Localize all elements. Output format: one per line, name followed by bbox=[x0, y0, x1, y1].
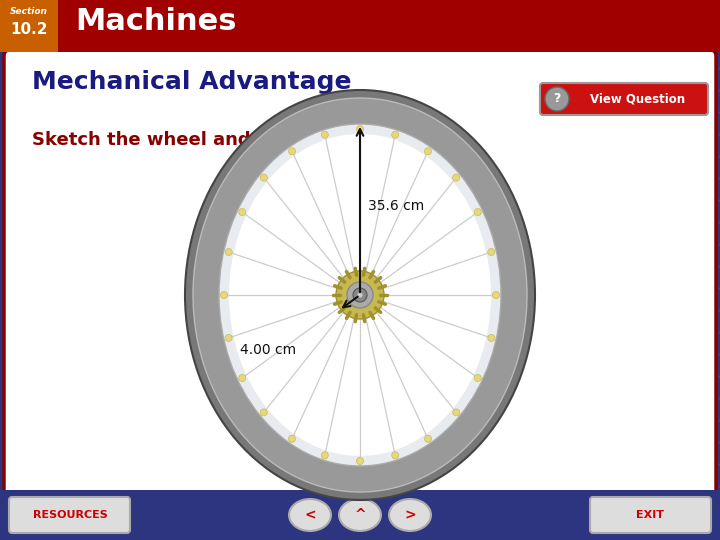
Circle shape bbox=[453, 174, 459, 181]
Circle shape bbox=[453, 409, 459, 416]
Circle shape bbox=[321, 452, 328, 459]
Circle shape bbox=[425, 148, 431, 155]
Ellipse shape bbox=[193, 98, 527, 492]
Circle shape bbox=[545, 87, 569, 111]
Ellipse shape bbox=[219, 124, 501, 466]
Circle shape bbox=[225, 334, 232, 341]
FancyBboxPatch shape bbox=[590, 497, 711, 533]
Text: <: < bbox=[304, 508, 316, 522]
Ellipse shape bbox=[339, 499, 381, 531]
Circle shape bbox=[425, 435, 431, 442]
Text: Mechanical Advantage: Mechanical Advantage bbox=[32, 70, 351, 94]
Text: 35.6 cm: 35.6 cm bbox=[368, 199, 424, 213]
Circle shape bbox=[220, 292, 228, 299]
FancyBboxPatch shape bbox=[540, 83, 708, 115]
Text: 4.00 cm: 4.00 cm bbox=[240, 343, 296, 357]
Text: ^: ^ bbox=[354, 508, 366, 522]
Circle shape bbox=[356, 457, 364, 464]
Circle shape bbox=[336, 271, 384, 319]
Text: Sketch the wheel and axle.: Sketch the wheel and axle. bbox=[32, 131, 306, 149]
Circle shape bbox=[261, 409, 267, 416]
Text: Machines: Machines bbox=[75, 6, 236, 36]
Circle shape bbox=[488, 334, 495, 341]
Circle shape bbox=[289, 435, 295, 442]
Text: View Question: View Question bbox=[590, 92, 685, 105]
Circle shape bbox=[347, 282, 373, 308]
FancyBboxPatch shape bbox=[0, 490, 720, 540]
Circle shape bbox=[474, 375, 481, 381]
FancyBboxPatch shape bbox=[0, 0, 720, 52]
Text: ?: ? bbox=[553, 92, 561, 105]
Ellipse shape bbox=[185, 90, 535, 500]
Text: Section: Section bbox=[10, 6, 48, 16]
Circle shape bbox=[353, 288, 367, 302]
Circle shape bbox=[357, 292, 363, 298]
Circle shape bbox=[225, 248, 232, 255]
Text: >: > bbox=[404, 508, 416, 522]
Circle shape bbox=[488, 248, 495, 255]
Circle shape bbox=[392, 131, 399, 138]
Circle shape bbox=[321, 131, 328, 138]
Circle shape bbox=[239, 208, 246, 215]
Circle shape bbox=[474, 208, 481, 215]
FancyBboxPatch shape bbox=[9, 497, 130, 533]
FancyBboxPatch shape bbox=[4, 50, 716, 498]
Circle shape bbox=[289, 148, 295, 155]
Ellipse shape bbox=[289, 499, 331, 531]
Ellipse shape bbox=[389, 499, 431, 531]
Ellipse shape bbox=[229, 134, 491, 456]
Circle shape bbox=[356, 125, 364, 132]
Circle shape bbox=[492, 292, 500, 299]
Text: RESOURCES: RESOURCES bbox=[32, 510, 107, 520]
Circle shape bbox=[239, 375, 246, 381]
FancyBboxPatch shape bbox=[0, 0, 58, 52]
Text: EXIT: EXIT bbox=[636, 510, 664, 520]
Circle shape bbox=[392, 452, 399, 459]
Circle shape bbox=[261, 174, 267, 181]
Text: 10.2: 10.2 bbox=[10, 23, 48, 37]
